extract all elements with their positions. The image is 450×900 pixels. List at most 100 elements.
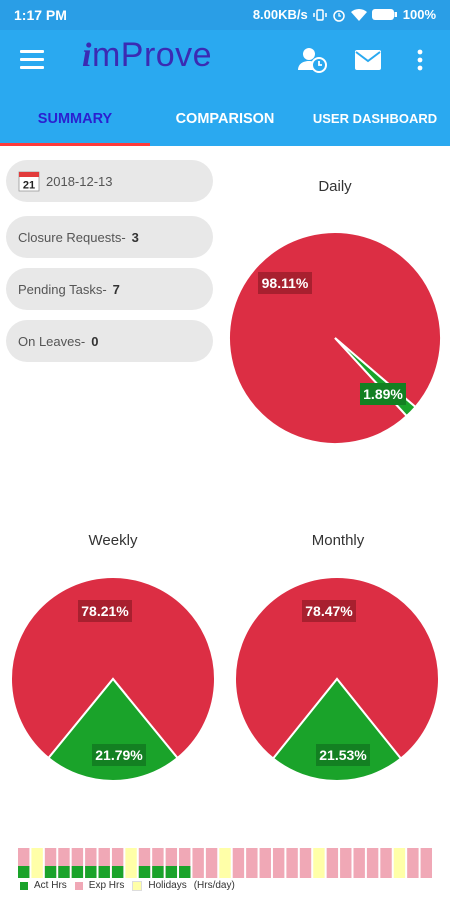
legend-act-label: Act Hrs [34, 880, 67, 891]
expected-hours-bar [353, 848, 365, 878]
mail-icon[interactable] [355, 50, 381, 70]
bar-chart-legend: Act Hrs Exp Hrs Holidays (Hrs/day) [20, 880, 235, 891]
expected-hours-bar [152, 848, 164, 878]
daily-hours-bar-chart [18, 848, 432, 878]
monthly-pie-chart: 78.47% 21.53% [234, 576, 440, 782]
pie-label-red: 98.11% [258, 272, 312, 294]
date-pill[interactable]: 21 2018-12-13 [6, 160, 213, 202]
menu-icon[interactable] [20, 50, 44, 70]
network-speed: 8.00KB/s [252, 7, 308, 22]
pie-label-green: 21.79% [92, 744, 146, 766]
actual-hours-bar [18, 866, 30, 878]
date-value: 2018-12-13 [46, 173, 113, 189]
more-vert-icon[interactable] [416, 48, 424, 72]
legend-holiday-swatch [132, 880, 143, 891]
expected-hours-bar [44, 848, 57, 878]
expected-hours-bar [205, 848, 218, 878]
weekly-chart-title: Weekly [88, 532, 138, 549]
expected-hours-bar [192, 848, 204, 878]
status-bar: 1:17 PM 8.00KB/s 100% [0, 0, 450, 30]
expected-hours-bar [179, 848, 191, 878]
alarm-icon [333, 9, 345, 22]
closure-requests-pill[interactable]: Closure Requests- 3 [6, 216, 213, 258]
on-leaves-label: On Leaves- [18, 333, 86, 349]
actual-hours-bar [111, 866, 124, 878]
holiday-bar [219, 848, 231, 878]
calendar-icon: 21 [18, 171, 40, 192]
status-time: 1:17 PM [14, 7, 67, 23]
closure-requests-label: Closure Requests- [18, 229, 126, 245]
pending-tasks-value: 7 [112, 281, 120, 297]
pending-tasks-label: Pending Tasks- [18, 281, 107, 297]
expected-hours-bar [326, 848, 339, 878]
calendar-day: 21 [23, 180, 35, 192]
wifi-icon [350, 8, 367, 21]
legend-holiday-label: Holidays [148, 880, 187, 891]
expected-hours-bar [111, 848, 124, 878]
tab-user-dashboard[interactable]: USER DASHBOARD [312, 111, 438, 126]
daily-chart-title: Daily [318, 178, 352, 195]
expected-hours-bar [380, 848, 392, 878]
expected-hours-bar [299, 848, 312, 878]
expected-hours-bar [18, 848, 30, 878]
actual-hours-bar [165, 866, 178, 878]
expected-hours-bar [286, 848, 298, 878]
legend-act-swatch [20, 881, 28, 890]
tab-summary[interactable]: SUMMARY [37, 111, 113, 127]
svg-text:21.53%: 21.53% [319, 747, 367, 763]
tab-bar: SUMMARY COMPARISON USER DASHBOARD [0, 92, 450, 146]
expected-hours-bar [71, 848, 84, 878]
expected-hours-bar [340, 848, 352, 878]
battery-percent: 100% [402, 7, 436, 22]
holiday-bar [313, 848, 325, 878]
vibrate-icon [313, 8, 327, 21]
closure-requests-value: 3 [131, 229, 139, 245]
expected-hours-bar [259, 848, 271, 878]
pie-label-green: 21.53% [316, 744, 370, 766]
legend-unit: (Hrs/day) [193, 880, 235, 891]
actual-hours-bar [85, 866, 97, 878]
holiday-bar [125, 848, 137, 878]
expected-hours-bar [58, 848, 70, 878]
expected-hours-bar [232, 848, 245, 878]
actual-hours-bar [44, 866, 57, 878]
expected-hours-bar [246, 848, 258, 878]
pie-slice-red [10, 576, 216, 760]
svg-text:1.89%: 1.89% [363, 386, 403, 402]
expected-hours-bar [98, 848, 110, 878]
actual-hours-bar [152, 866, 164, 878]
user-clock-icon[interactable] [298, 46, 328, 74]
pie-slice-red [234, 576, 440, 760]
pending-tasks-pill[interactable]: Pending Tasks- 7 [6, 268, 213, 310]
on-leaves-pill[interactable]: On Leaves- 0 [6, 320, 213, 362]
monthly-chart-title: Monthly [311, 532, 365, 549]
expected-hours-bar [85, 848, 97, 878]
app-logo: imProve [82, 36, 213, 74]
actual-hours-bar [179, 866, 191, 878]
actual-hours-bar [138, 866, 151, 878]
on-leaves-value: 0 [91, 333, 99, 349]
daily-pie-chart: 98.11% 1.89% [228, 231, 442, 445]
expected-hours-bar [165, 848, 178, 878]
battery-icon [371, 9, 397, 20]
status-icons: 8.00KB/s 100% [253, 7, 436, 22]
pie-label-green: 1.89% [360, 383, 406, 405]
actual-hours-bar [98, 866, 110, 878]
svg-text:78.47%: 78.47% [305, 603, 353, 619]
pie-label-red: 78.21% [78, 600, 132, 622]
svg-text:78.21%: 78.21% [81, 603, 129, 619]
holiday-bar [31, 848, 43, 878]
actual-hours-bar [71, 866, 84, 878]
active-tab-indicator [0, 143, 150, 146]
app-bar: imProve [0, 30, 450, 92]
svg-text:21.79%: 21.79% [95, 747, 143, 763]
actual-hours-bar [58, 866, 70, 878]
expected-hours-bar [420, 848, 432, 878]
pie-label-red: 78.47% [302, 600, 356, 622]
expected-hours-bar [272, 848, 285, 878]
tab-comparison[interactable]: COMPARISON [175, 111, 275, 127]
svg-text:98.11%: 98.11% [262, 275, 309, 291]
legend-exp-label: Exp Hrs [88, 880, 125, 891]
expected-hours-bar [138, 848, 151, 878]
expected-hours-bar [366, 848, 379, 878]
